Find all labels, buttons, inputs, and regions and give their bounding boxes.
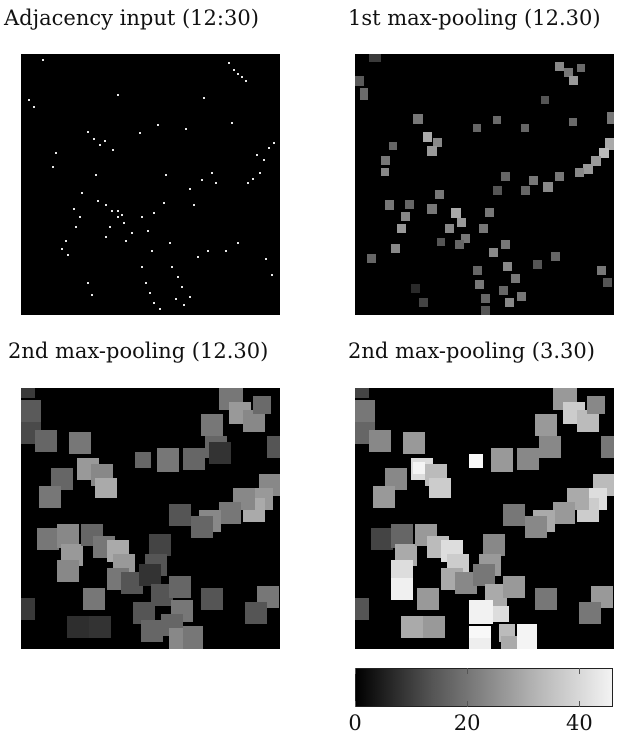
panel-title-max-pooling-2b: 2nd max-pooling (3.30) bbox=[348, 339, 595, 363]
colorbar-tick-mark bbox=[355, 668, 356, 674]
colorbar-tick-mark bbox=[579, 701, 581, 707]
panel-title-adjacency: Adjacency input (12:30) bbox=[4, 6, 259, 30]
adjacency-points bbox=[28, 59, 275, 310]
max-pooling-1-heatmap bbox=[355, 54, 614, 315]
max-pooling-2a-heatmap bbox=[21, 388, 280, 649]
max-pooling-2b-heatmap bbox=[355, 388, 614, 649]
adjacency-heatmap bbox=[21, 54, 280, 315]
colorbar-tick-mark bbox=[467, 668, 469, 674]
colorbar-tick-mark bbox=[355, 701, 356, 707]
panel-title-max-pooling-2a: 2nd max-pooling (12.30) bbox=[8, 339, 269, 363]
panel-title-max-pooling-1: 1st max-pooling (12.30) bbox=[348, 6, 601, 30]
max-pooling-2b-cells bbox=[355, 388, 614, 649]
colorbar-tick-label: 20 bbox=[453, 711, 481, 735]
colorbar-tick-mark bbox=[467, 701, 469, 707]
colorbar-tick-label: 0 bbox=[348, 711, 362, 735]
colorbar bbox=[355, 668, 613, 707]
max-pooling-2a-cells bbox=[21, 388, 280, 649]
colorbar-tick-label: 40 bbox=[565, 711, 593, 735]
max-pooling-1-cells bbox=[355, 54, 614, 315]
colorbar-tick-mark bbox=[579, 668, 581, 674]
